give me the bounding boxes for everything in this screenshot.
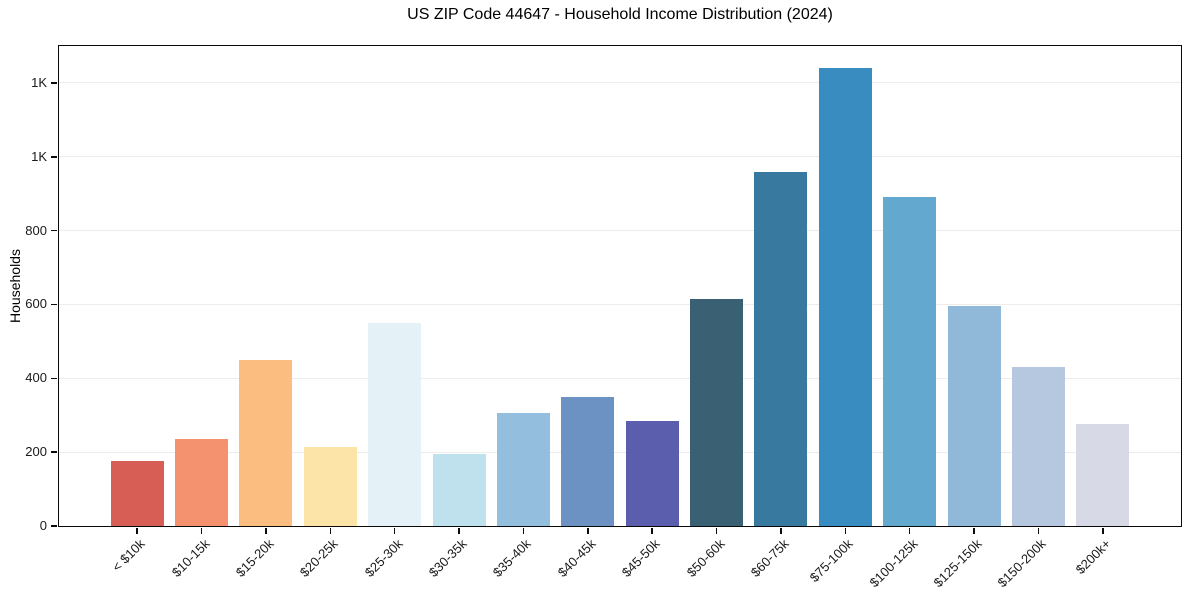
y-tick-mark	[51, 451, 57, 453]
x-tick-mark	[136, 528, 138, 534]
bar-9	[690, 298, 744, 526]
x-tick-mark	[908, 528, 911, 534]
x-tick-mark	[265, 528, 267, 534]
bar-7	[561, 396, 615, 526]
bar-12	[883, 197, 937, 526]
y-tick-mark	[51, 377, 57, 380]
bar-2	[239, 359, 293, 526]
y-tick-label: 800	[25, 222, 47, 238]
x-tick-mark	[458, 528, 460, 534]
gridline-600	[59, 303, 1181, 305]
y-tick-mark	[51, 525, 57, 527]
x-tick-mark	[1102, 528, 1104, 534]
x-tick-mark	[1037, 528, 1040, 534]
y-tick-label: 1K	[31, 148, 47, 164]
y-tick-mark	[51, 82, 57, 84]
bar-15	[1076, 424, 1130, 526]
x-tick-mark	[844, 528, 847, 534]
x-tick-mark	[715, 528, 718, 534]
x-tick-mark	[780, 528, 782, 534]
y-tick-mark	[51, 229, 57, 232]
y-tick-label: 200	[25, 444, 47, 460]
y-tick-label: 600	[25, 296, 47, 312]
gridline-800	[59, 230, 1181, 232]
x-tick-mark	[973, 528, 975, 534]
x-tick-label: < $10k	[109, 536, 148, 575]
x-tick-mark	[522, 528, 525, 534]
bar-11	[818, 68, 872, 526]
bar-0	[110, 461, 164, 526]
x-tick-mark	[329, 528, 332, 534]
bar-1	[175, 439, 229, 526]
y-tick-label: 1K	[31, 74, 47, 90]
bar-8	[625, 420, 679, 526]
x-tick-mark	[200, 528, 203, 534]
y-tick-label: 0	[39, 518, 47, 533]
gridline-200	[59, 451, 1181, 453]
x-tick-mark	[651, 528, 653, 534]
bar-13	[947, 306, 1001, 526]
y-tick-mark	[51, 156, 57, 158]
y-tick-label: 400	[25, 370, 47, 386]
bar-4	[368, 322, 422, 526]
gridline-400	[59, 377, 1181, 379]
x-tick-mark	[587, 528, 589, 534]
plot-area: 0 200 400 600 800 1K 1K < $10k $10-15k $15-20k $20…	[25, 45, 1182, 590]
bar-14	[1011, 367, 1065, 526]
y-tick-mark	[51, 303, 57, 306]
chart-title: US ZIP Code 44647 - Household Income Dis…	[407, 6, 833, 23]
gridline-1000	[59, 156, 1181, 158]
bar-6	[496, 413, 550, 526]
bar-3	[303, 446, 357, 526]
bar-10	[754, 171, 808, 526]
gridline-1200	[59, 82, 1181, 84]
x-tick-mark	[393, 528, 396, 534]
bar-5	[432, 454, 486, 526]
